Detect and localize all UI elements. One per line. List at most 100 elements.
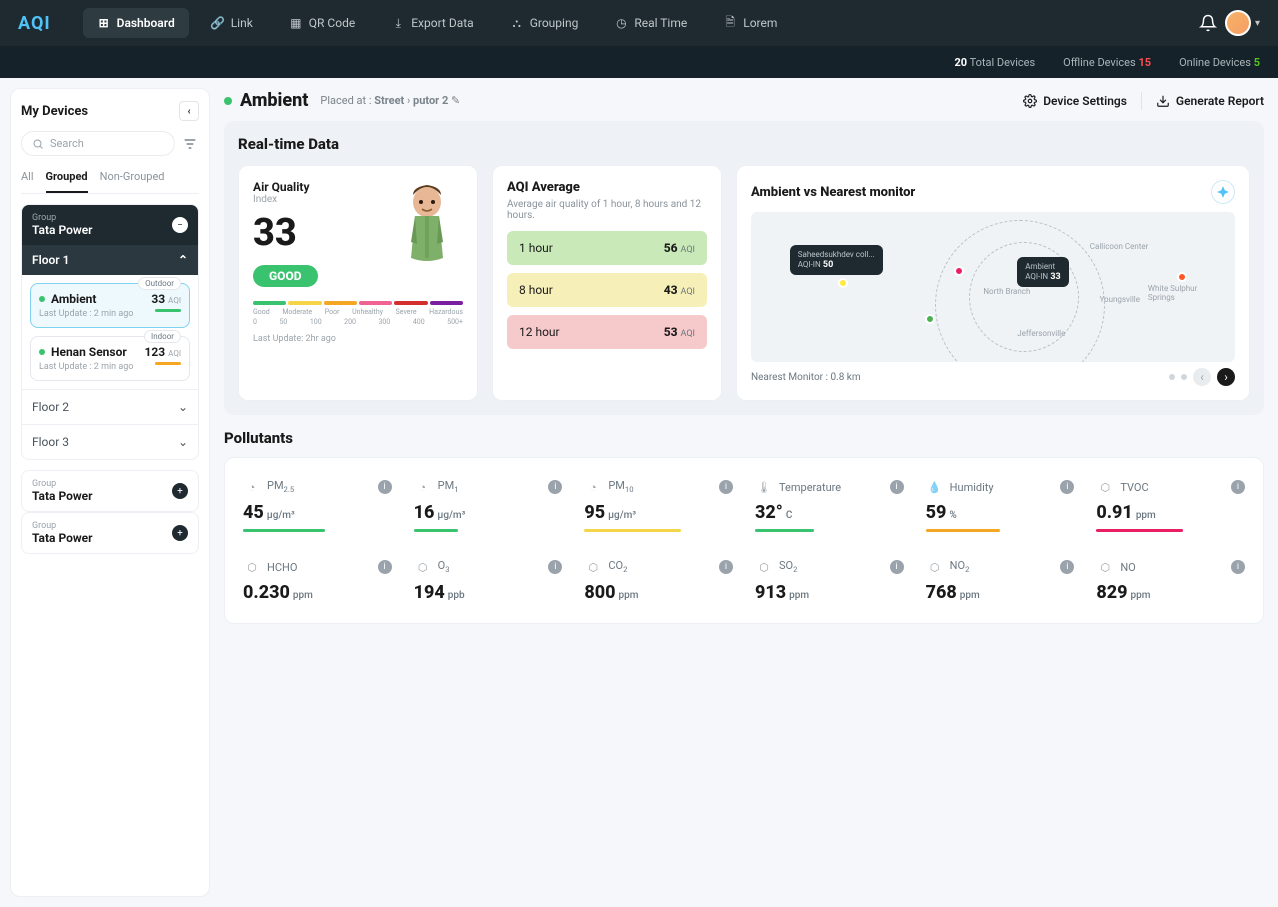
pollutant-icon: ⬡ [243, 558, 261, 576]
avg-row: 12 hour53AQI [507, 315, 707, 349]
grid-icon: ⊞ [97, 16, 111, 30]
user-menu[interactable]: ▾ [1225, 10, 1260, 36]
group-header[interactable]: GroupTata Power − [22, 205, 198, 245]
page-title: Ambient [224, 90, 308, 111]
info-icon[interactable]: i [1060, 560, 1074, 574]
avatar [1225, 10, 1251, 36]
doc-icon: 🗎 [723, 16, 737, 30]
chevron-down-icon: ⌄ [178, 435, 188, 449]
main-content: Ambient Placed at : Street › putor 2 ✎ D… [210, 78, 1278, 907]
section-title: Pollutants [224, 429, 1264, 447]
tab-non-grouped[interactable]: Non-Grouped [100, 166, 165, 193]
notifications-icon[interactable] [1199, 14, 1217, 32]
device-tag: Indoor [144, 330, 181, 343]
sidebar-collapse-button[interactable]: ‹ [179, 101, 199, 121]
logo: AQI [18, 13, 51, 34]
nav-link[interactable]: 🔗Link [197, 8, 267, 38]
nav-grouping[interactable]: ⛬Grouping [496, 8, 593, 38]
breadcrumb: Placed at : Street › putor 2 ✎ [320, 94, 460, 107]
stat-total: 20 Total Devices [954, 56, 1035, 69]
clock-icon: ◷ [614, 16, 628, 30]
pollutant-icon: 🌡 [755, 478, 773, 496]
pollutant-tile: 🌡Temperaturei 32°C [751, 472, 908, 538]
aqi-last-update: Last Update: 2hr ago [253, 334, 463, 344]
stat-offline: Offline Devices 15 [1063, 56, 1151, 69]
sidebar: My Devices ‹ Search All Grouped Non-Groupe… [10, 88, 210, 897]
info-icon[interactable]: i [378, 480, 392, 494]
map-pin[interactable] [925, 314, 935, 324]
map-badge: Saheedsukhdev coll...AQI-IN 50 [790, 245, 883, 275]
chevron-down-icon: ▾ [1255, 18, 1260, 29]
nav-real-time[interactable]: ◷Real Time [600, 8, 701, 38]
nav-export-data[interactable]: ⤓Export Data [377, 8, 487, 38]
pollutant-tile: ⬡NOi 829ppm [1092, 552, 1249, 609]
info-icon[interactable]: i [548, 480, 562, 494]
floor-header[interactable]: Floor 1 ⌃ [22, 245, 198, 275]
pollutant-icon: ◔ [584, 478, 602, 496]
generate-report-button[interactable]: Generate Report [1156, 94, 1264, 108]
sidebar-title: My Devices [21, 104, 88, 119]
nav-dashboard[interactable]: ⊞Dashboard [83, 8, 189, 38]
info-icon[interactable]: i [719, 560, 733, 574]
qr-icon: ▦ [289, 16, 303, 30]
info-icon[interactable]: i [890, 480, 904, 494]
chevron-up-icon: ⌃ [178, 253, 188, 267]
pollutant-tile: ◔PM2.5i 45µg/m³ [239, 472, 396, 538]
info-icon[interactable]: i [719, 480, 733, 494]
tab-all[interactable]: All [21, 166, 34, 193]
device-settings-button[interactable]: Device Settings [1023, 94, 1127, 108]
pager-dot[interactable] [1169, 374, 1175, 380]
pollutant-tile: ⬡HCHOi 0.230ppm [239, 552, 396, 609]
device-card[interactable]: Indoor Henan Sensor 123 AQI Last Update … [30, 336, 190, 381]
pager-dot[interactable] [1181, 374, 1187, 380]
edit-icon[interactable]: ✎ [451, 94, 460, 107]
minus-icon[interactable]: − [172, 217, 188, 233]
group-collapsed[interactable]: GroupTata Power+ [21, 512, 199, 554]
info-icon[interactable]: i [1060, 480, 1074, 494]
map-next-button[interactable]: › [1217, 368, 1235, 386]
aqi-status-badge: GOOD [253, 265, 318, 287]
section-title: Real-time Data [238, 135, 1250, 153]
chevron-down-icon: ⌄ [178, 400, 188, 414]
filter-icon[interactable] [181, 135, 199, 153]
info-icon[interactable]: i [1231, 480, 1245, 494]
stat-online: Online Devices 5 [1179, 56, 1260, 69]
device-card[interactable]: Outdoor Ambient 33 AQI Last Update : 2 m… [30, 283, 190, 328]
avg-row: 1 hour56AQI [507, 231, 707, 265]
pollutant-icon: 💧 [926, 478, 944, 496]
map-area[interactable]: Saheedsukhdev coll...AQI-IN 50AmbientAQI… [751, 212, 1235, 362]
map-card: Ambient vs Nearest monitor Saheedsukhdev… [736, 165, 1250, 401]
search-input[interactable]: Search [21, 131, 175, 156]
tab-grouped[interactable]: Grouped [46, 166, 88, 193]
aqi-value: 33 [253, 211, 318, 255]
compass-icon[interactable] [1211, 180, 1235, 204]
nav-qr-code[interactable]: ▦QR Code [275, 8, 369, 38]
pollutant-tile: ⬡CO2i 800ppm [580, 552, 737, 609]
info-icon[interactable]: i [890, 560, 904, 574]
pollutant-icon: ⬡ [414, 558, 432, 576]
map-pin[interactable] [838, 278, 848, 288]
device-group-expanded: GroupTata Power − Floor 1 ⌃ Outdoor Ambi… [21, 204, 199, 460]
pollutant-icon: ⬡ [1096, 558, 1114, 576]
pollutant-tile: ◔PM1i 16µg/m³ [410, 472, 567, 538]
map-pin[interactable] [1177, 272, 1187, 282]
avg-row: 8 hour43AQI [507, 273, 707, 307]
realtime-section: Real-time Data Air Quality Index 33 GOOD [224, 121, 1264, 415]
export-icon: ⤓ [391, 16, 405, 30]
pollutant-icon: ⬡ [584, 558, 602, 576]
device-tag: Outdoor [138, 277, 181, 290]
group-collapsed[interactable]: GroupTata Power+ [21, 470, 199, 512]
floor-row[interactable]: Floor 2⌄ [22, 389, 198, 424]
pollutant-icon: ⬡ [1096, 478, 1114, 496]
pollutant-tile: ⬡NO2i 768ppm [922, 552, 1079, 609]
nav-lorem[interactable]: 🗎Lorem [709, 8, 791, 38]
info-icon[interactable]: i [1231, 560, 1245, 574]
pollutant-tile: ⬡O3i 194ppb [410, 552, 567, 609]
map-prev-button[interactable]: ‹ [1193, 368, 1211, 386]
floor-row[interactable]: Floor 3⌄ [22, 424, 198, 459]
info-icon[interactable]: i [548, 560, 562, 574]
pollutant-tile: 💧Humidityi 59% [922, 472, 1079, 538]
info-icon[interactable]: i [378, 560, 392, 574]
aqi-card: Air Quality Index 33 GOOD [238, 165, 478, 401]
pollutant-icon: ◔ [414, 478, 432, 496]
